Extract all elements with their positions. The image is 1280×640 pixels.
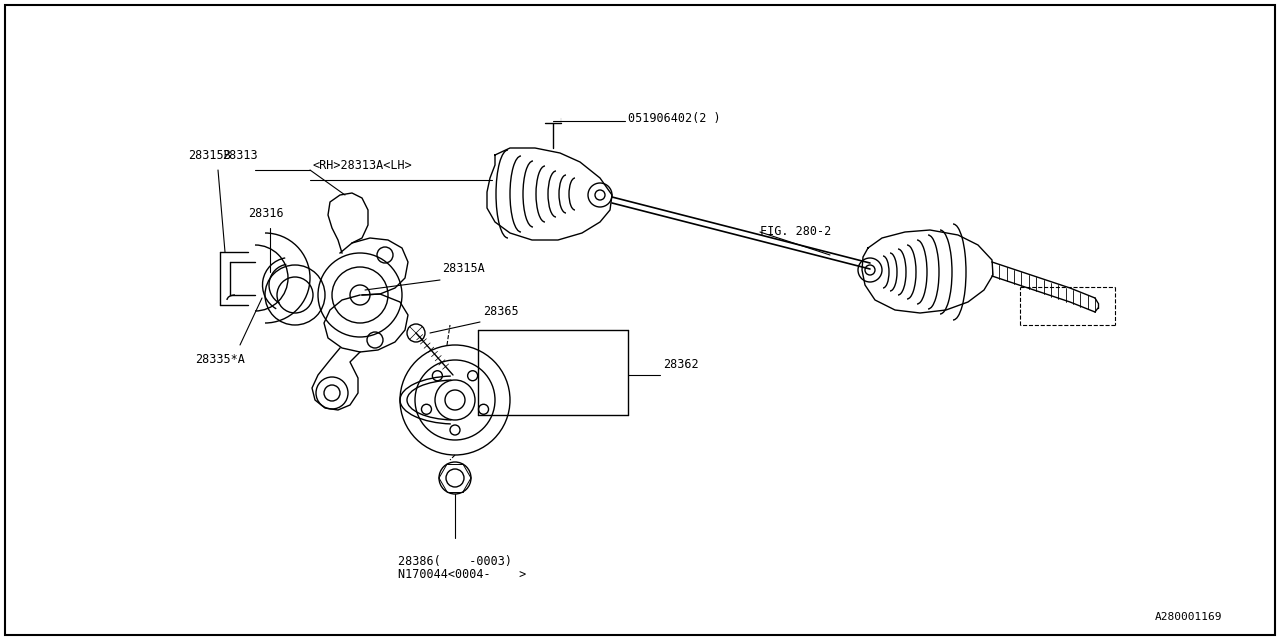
Text: A280001169: A280001169 xyxy=(1155,612,1222,622)
Text: 28386(    -0003): 28386( -0003) xyxy=(398,555,512,568)
Text: <RH>28313A<LH>: <RH>28313A<LH> xyxy=(312,159,412,172)
Text: FIG. 280-2: FIG. 280-2 xyxy=(760,225,831,238)
Text: 28362: 28362 xyxy=(663,358,699,371)
Text: 28313: 28313 xyxy=(221,149,257,162)
Polygon shape xyxy=(486,148,612,240)
Text: 28315A: 28315A xyxy=(442,262,485,275)
Text: 28365: 28365 xyxy=(483,305,518,318)
Text: 28335*A: 28335*A xyxy=(195,353,244,366)
Text: 28316: 28316 xyxy=(248,207,284,220)
Text: 051906402(2 ): 051906402(2 ) xyxy=(628,111,721,125)
Polygon shape xyxy=(861,230,993,313)
Text: 28315B: 28315B xyxy=(188,149,230,162)
Text: N170044<0004-    >: N170044<0004- > xyxy=(398,568,526,581)
